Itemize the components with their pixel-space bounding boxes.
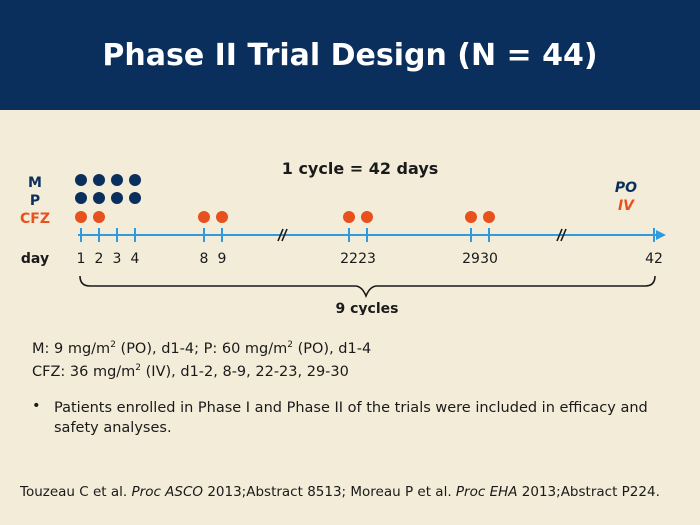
dosing-line-m-p: M: 9 mg/m2 (PO), d1-4; P: 60 mg/m2 (PO),… [32, 340, 372, 357]
cfz-dose-dot-day-8 [198, 211, 210, 223]
p-dose-dot-day-4 [129, 192, 141, 204]
p-dose-dot-day-1 [75, 192, 87, 204]
m-dose-dot-day-3 [111, 174, 123, 186]
cycles-brace [79, 275, 656, 299]
cfz-dose-dot-day-9 [216, 211, 228, 223]
axis-break-1 [277, 228, 288, 242]
bullet-point: • [32, 398, 41, 414]
slide-title: Phase II Trial Design (N = 44) [102, 38, 598, 73]
day-label-1: 1 [77, 251, 86, 267]
p-dose-dot-day-2 [93, 192, 105, 204]
route-label-iv: IV [618, 198, 635, 214]
axis-break-2 [556, 228, 567, 242]
day-label-42: 42 [645, 251, 663, 267]
row-label-m: M [28, 175, 42, 191]
cfz-dose-dot-day-1 [75, 211, 87, 223]
cfz-dose-dot-day-29 [465, 211, 477, 223]
cfz-dose-dot-day-23 [361, 211, 373, 223]
day-label-22: 22 [340, 251, 358, 267]
day-label-2: 2 [95, 251, 104, 267]
cfz-dose-dot-day-2 [93, 211, 105, 223]
cycles-label: 9 cycles [336, 301, 399, 315]
title-banner: Phase II Trial Design (N = 44) [0, 0, 700, 110]
p-dose-dot-day-3 [111, 192, 123, 204]
day-label-4: 4 [131, 251, 140, 267]
note-text: Patients enrolled in Phase I and Phase I… [54, 400, 648, 436]
day-label-8: 8 [200, 251, 209, 267]
cycle-label: 1 cycle = 42 days [282, 159, 439, 178]
cfz-dose-dot-day-30 [483, 211, 495, 223]
cfz-dose-dot-day-22 [343, 211, 355, 223]
m-dose-dot-day-2 [93, 174, 105, 186]
day-label-29: 29 [462, 251, 480, 267]
route-label-po: PO [615, 180, 637, 196]
day-label-30: 30 [480, 251, 498, 267]
row-label-day: day [21, 251, 49, 267]
row-label-p: P [30, 193, 40, 209]
day-label-23: 23 [358, 251, 376, 267]
row-label-cfz: CFZ [20, 211, 50, 227]
day-label-3: 3 [113, 251, 122, 267]
timeline-arrowhead [656, 230, 666, 240]
m-dose-dot-day-4 [129, 174, 141, 186]
m-dose-dot-day-1 [75, 174, 87, 186]
reference-citation: Touzeau C et al. Proc ASCO 2013;Abstract… [20, 484, 660, 500]
day-label-9: 9 [218, 251, 227, 267]
dosing-line-cfz: CFZ: 36 mg/m2 (IV), d1-2, 8-9, 22-23, 29… [32, 363, 349, 380]
